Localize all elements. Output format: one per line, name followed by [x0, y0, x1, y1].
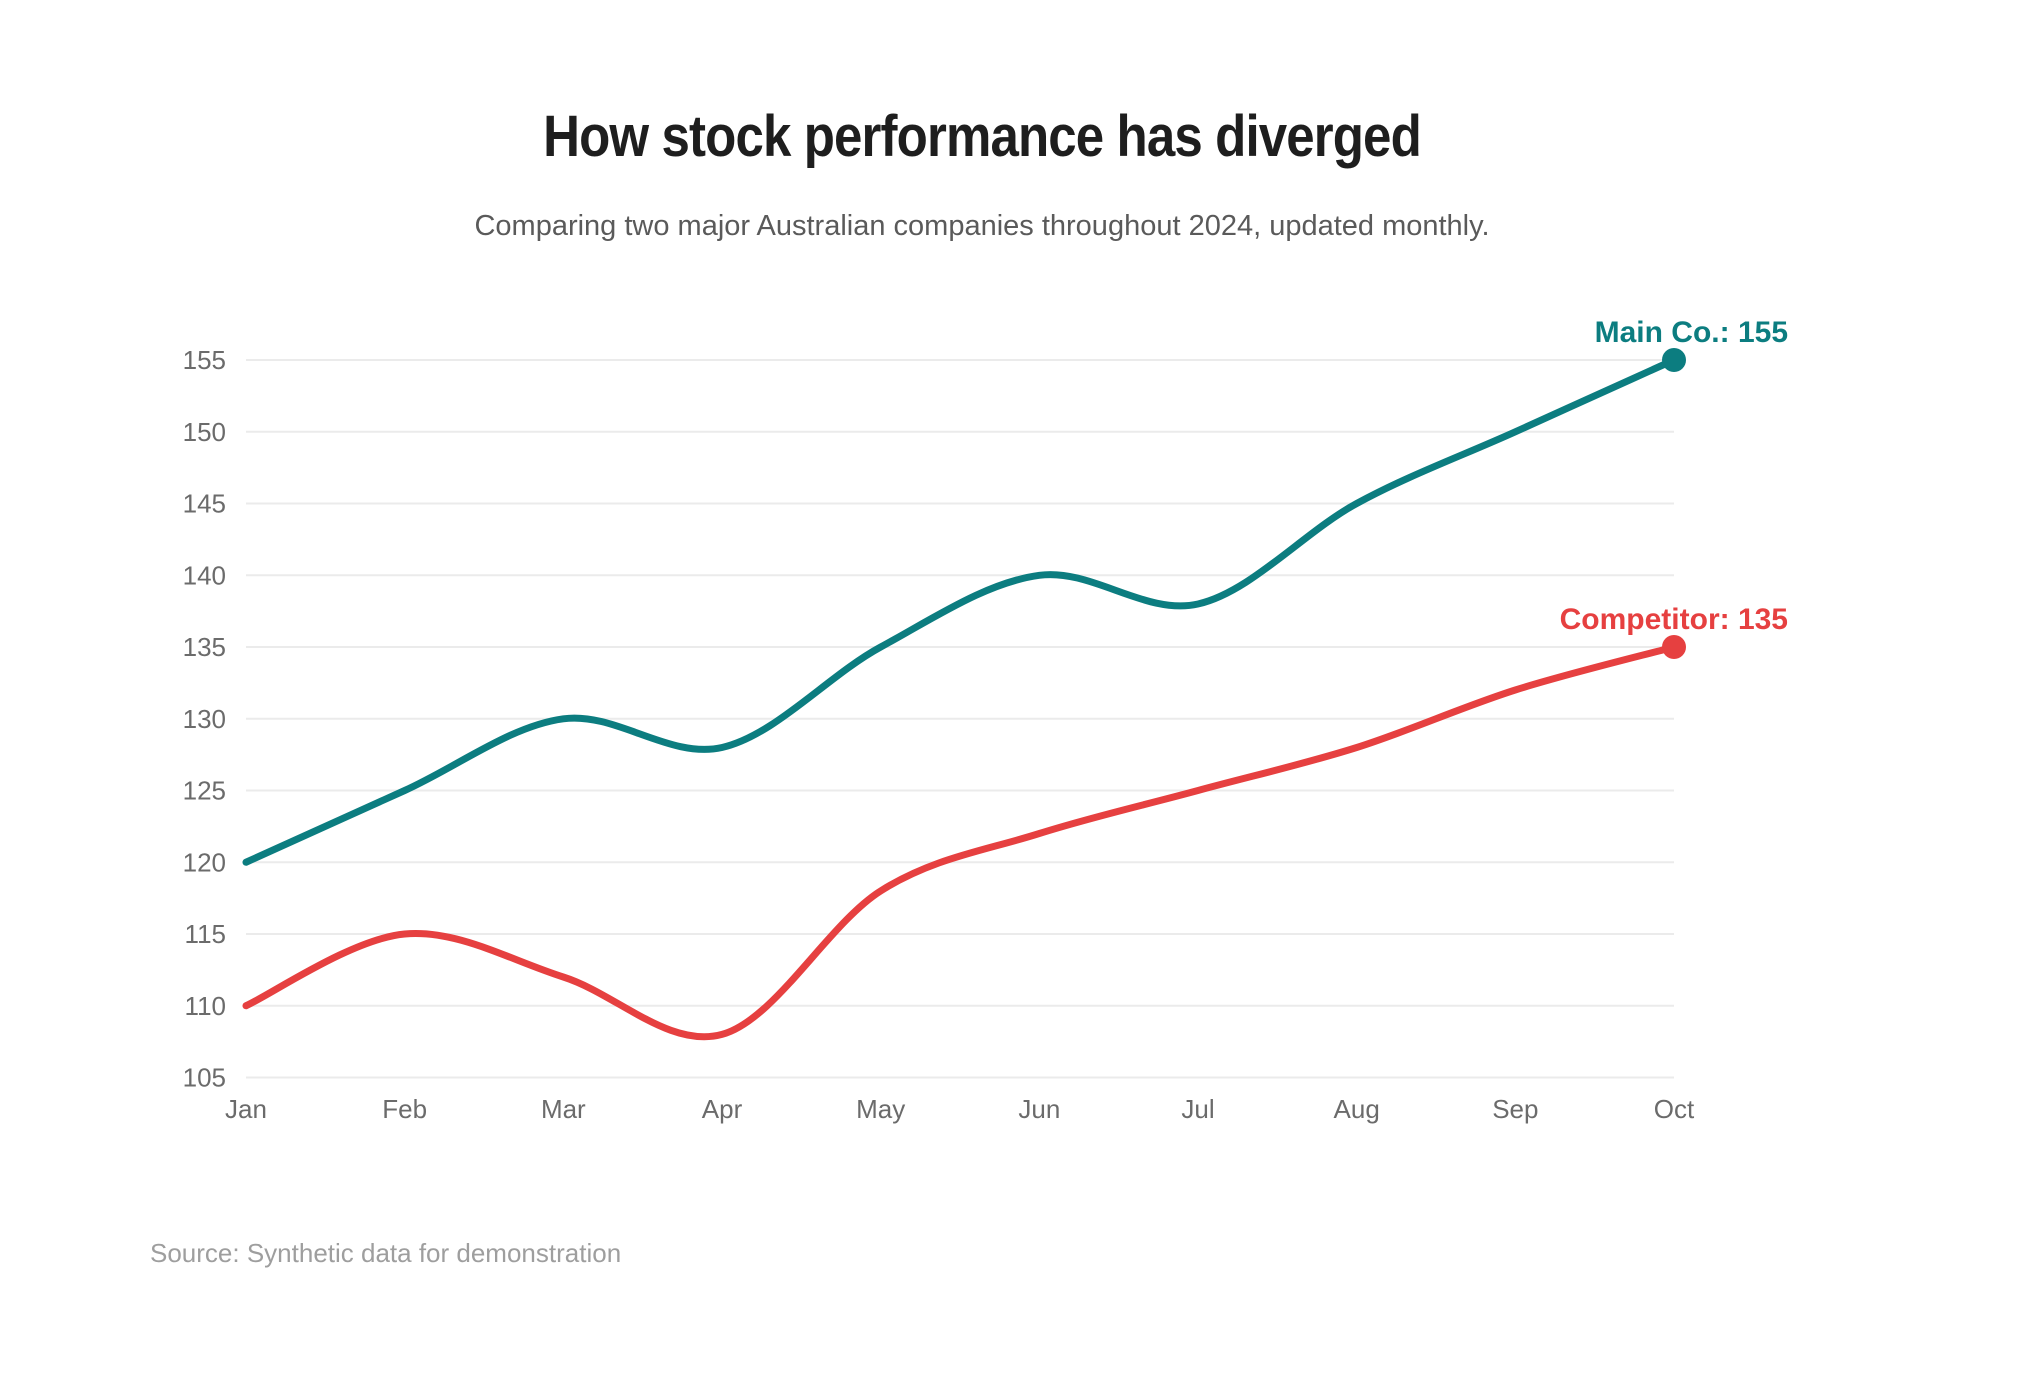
- y-tick-label: 130: [183, 704, 226, 734]
- series-end-dot-main-co: [1662, 348, 1686, 372]
- chart-title: How stock performance has diverged: [543, 104, 1422, 169]
- y-tick-label: 155: [183, 345, 226, 375]
- y-tick-label: 115: [185, 919, 226, 949]
- chart-header: How stock performance has diverged Compa…: [0, 0, 1964, 243]
- x-tick-label: Apr: [702, 1094, 743, 1124]
- x-tick-label: Feb: [382, 1094, 427, 1124]
- series-end-dot-competitor: [1662, 635, 1686, 659]
- y-tick-label: 135: [183, 632, 226, 662]
- x-tick-label: Jul: [1181, 1094, 1214, 1124]
- x-tick-label: Aug: [1334, 1094, 1380, 1124]
- x-tick-label: Oct: [1654, 1094, 1695, 1124]
- chart-subtitle: Comparing two major Australian companies…: [474, 210, 1490, 242]
- series-line-main-co: [242, 356, 1678, 866]
- x-tick-label: Jan: [225, 1094, 267, 1124]
- x-tick-label: May: [856, 1094, 905, 1124]
- x-tick-label: Jun: [1018, 1094, 1060, 1124]
- y-tick-label: 110: [185, 991, 226, 1021]
- y-tick-label: 145: [183, 489, 226, 519]
- series-end-label-main-co: Main Co.: 155: [1595, 316, 1788, 349]
- source-note: Source: Synthetic data for demonstration: [150, 1238, 622, 1268]
- y-tick-label: 120: [183, 847, 226, 877]
- x-tick-label: Mar: [541, 1094, 586, 1124]
- y-tick-label: 140: [183, 560, 226, 590]
- y-tick-label: 125: [183, 776, 226, 806]
- x-tick-label: Sep: [1492, 1094, 1538, 1124]
- series-line-competitor: [242, 643, 1678, 1041]
- series-end-label-competitor: Competitor: 135: [1560, 603, 1788, 636]
- y-tick-label: 150: [183, 417, 226, 447]
- y-tick-label: 105: [183, 1063, 226, 1093]
